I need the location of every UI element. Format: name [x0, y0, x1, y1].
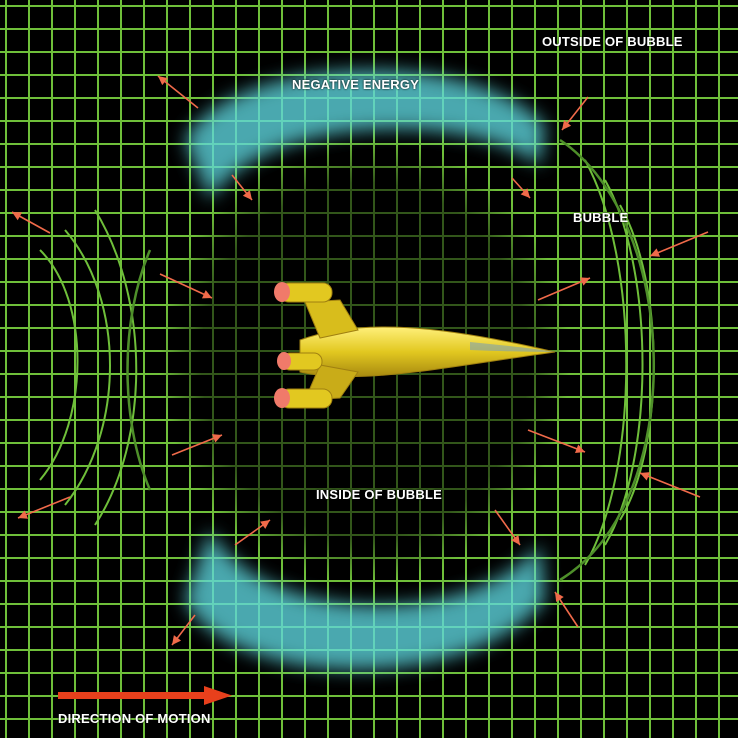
force-arrows: [11, 75, 709, 646]
force-arrow-head: [555, 592, 564, 602]
force-arrow-head: [260, 520, 270, 529]
force-arrow-head: [579, 277, 590, 286]
force-arrow: [17, 496, 71, 519]
bubble-boundary: [126, 138, 655, 582]
force-arrow: [537, 277, 591, 301]
direction-of-motion-label: DIRECTION OF MOTION: [58, 711, 211, 726]
bubble-label: BUBBLE: [573, 210, 629, 225]
engine-glow-bottom: [274, 388, 290, 408]
warped-curve: [584, 159, 628, 566]
force-arrow: [159, 273, 213, 299]
warped-curve: [604, 179, 644, 546]
force-arrow-head: [511, 535, 520, 545]
warped-curve: [94, 209, 138, 526]
warped-curve: [39, 249, 79, 481]
force-arrow-head: [12, 212, 23, 221]
force-arrow-head: [650, 248, 661, 257]
force-arrow-head: [520, 188, 530, 198]
force-arrow: [527, 429, 586, 453]
force-arrow: [639, 472, 701, 498]
force-arrow-head: [211, 434, 222, 443]
negative-energy-band-bottom: [185, 530, 545, 670]
engine-glow-top: [274, 282, 290, 302]
force-arrow-head: [158, 76, 168, 86]
inside-of-bubble-label: INSIDE OF BUBBLE: [316, 487, 442, 502]
outside-of-bubble-label: OUTSIDE OF BUBBLE: [542, 34, 683, 49]
force-arrow-head: [201, 290, 212, 299]
spaceship-canopy: [470, 342, 555, 352]
direction-of-motion-arrow: [58, 686, 232, 705]
force-arrow-head: [242, 190, 252, 200]
negative-energy-label: NEGATIVE ENERGY: [292, 77, 420, 92]
force-arrow-head: [574, 444, 585, 453]
engine-glow-middle: [277, 352, 291, 370]
force-arrow: [649, 231, 709, 257]
force-arrow-head: [18, 510, 29, 519]
force-arrow-head: [640, 472, 651, 481]
negative-energy-band-top: [185, 70, 545, 201]
force-arrow-head: [172, 635, 182, 645]
warped-curve: [64, 229, 111, 506]
spaceship: [274, 282, 556, 409]
force-arrow-head: [562, 120, 572, 130]
